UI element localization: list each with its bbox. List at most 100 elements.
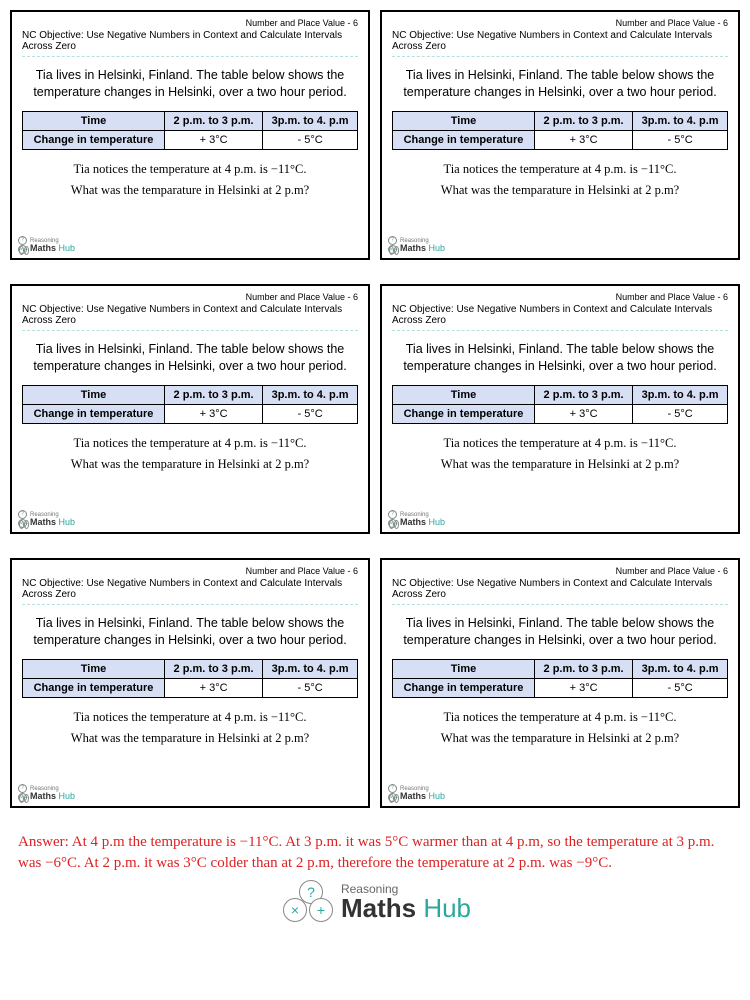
th-time: Time: [23, 385, 165, 404]
cell-change2: - 5°C: [263, 404, 358, 423]
intro-text: Tia lives in Helsinki, Finland. The tabl…: [396, 67, 724, 101]
logo-icon: ? ×+: [18, 510, 27, 528]
temperature-table: Time 2 p.m. to 3 p.m. 3p.m. to 4. p.m Ch…: [22, 659, 358, 698]
card-logo: ? ×+ Reasoning Maths Hub: [18, 784, 75, 802]
th-interval2: 3p.m. to 4. p.m: [263, 385, 358, 404]
worksheet-card: Number and Place Value - 6 NC Objective:…: [380, 558, 740, 808]
logo-text: Reasoning Maths Hub: [341, 883, 471, 922]
row-label: Change in temperature: [23, 404, 165, 423]
cell-change2: - 5°C: [633, 130, 728, 149]
objective-label: NC Objective: Use Negative Numbers in Co…: [392, 30, 728, 52]
logo-icon: ? ×+: [388, 510, 397, 528]
th-interval1: 2 p.m. to 3 p.m.: [164, 659, 262, 678]
topic-label: Number and Place Value - 6: [22, 290, 358, 302]
question-text: What was the temparature in Helsinki at …: [392, 457, 728, 472]
divider: [392, 56, 728, 57]
intro-text: Tia lives in Helsinki, Finland. The tabl…: [396, 341, 724, 375]
temperature-table: Time 2 p.m. to 3 p.m. 3p.m. to 4. p.m Ch…: [392, 111, 728, 150]
temperature-table: Time 2 p.m. to 3 p.m. 3p.m. to 4. p.m Ch…: [22, 111, 358, 150]
temperature-table: Time 2 p.m. to 3 p.m. 3p.m. to 4. p.m Ch…: [22, 385, 358, 424]
th-time: Time: [393, 659, 535, 678]
logo-icon: ? ×+: [388, 236, 397, 254]
logo-icon: ? ×+: [388, 784, 397, 802]
notice-text: Tia notices the temperature at 4 p.m. is…: [22, 436, 358, 451]
notice-text: Tia notices the temperature at 4 p.m. is…: [392, 436, 728, 451]
th-interval1: 2 p.m. to 3 p.m.: [534, 659, 632, 678]
row-label: Change in temperature: [393, 678, 535, 697]
row-label: Change in temperature: [23, 130, 165, 149]
row-label: Change in temperature: [393, 404, 535, 423]
divider: [392, 604, 728, 605]
worksheet-card: Number and Place Value - 6 NC Objective:…: [380, 284, 740, 534]
row-label: Change in temperature: [393, 130, 535, 149]
row-label: Change in temperature: [23, 678, 165, 697]
cell-change2: - 5°C: [263, 678, 358, 697]
question-text: What was the temparature in Helsinki at …: [22, 457, 358, 472]
answer-text: Answer: At 4 p.m the temperature is −11°…: [18, 832, 732, 874]
card-logo: ? ×+ Reasoning Maths Hub: [18, 236, 75, 254]
th-interval2: 3p.m. to 4. p.m: [633, 659, 728, 678]
logo-icon: ? ×+: [18, 236, 27, 254]
topic-label: Number and Place Value - 6: [22, 16, 358, 28]
intro-text: Tia lives in Helsinki, Finland. The tabl…: [26, 615, 354, 649]
cell-change1: + 3°C: [534, 678, 632, 697]
notice-text: Tia notices the temperature at 4 p.m. is…: [392, 710, 728, 725]
footer-logo: ?×+ Reasoning Maths Hub: [10, 880, 740, 924]
card-logo: ? ×+ Reasoning Maths Hub: [388, 510, 445, 528]
th-time: Time: [393, 385, 535, 404]
th-interval1: 2 p.m. to 3 p.m.: [164, 111, 262, 130]
th-interval1: 2 p.m. to 3 p.m.: [164, 385, 262, 404]
cell-change1: + 3°C: [534, 130, 632, 149]
divider: [392, 330, 728, 331]
objective-label: NC Objective: Use Negative Numbers in Co…: [22, 578, 358, 600]
temperature-table: Time 2 p.m. to 3 p.m. 3p.m. to 4. p.m Ch…: [392, 659, 728, 698]
divider: [22, 56, 358, 57]
objective-label: NC Objective: Use Negative Numbers in Co…: [392, 304, 728, 326]
th-interval2: 3p.m. to 4. p.m: [263, 659, 358, 678]
notice-text: Tia notices the temperature at 4 p.m. is…: [22, 710, 358, 725]
th-interval2: 3p.m. to 4. p.m: [633, 385, 728, 404]
cell-change1: + 3°C: [164, 130, 262, 149]
worksheet-card: Number and Place Value - 6 NC Objective:…: [10, 284, 370, 534]
topic-label: Number and Place Value - 6: [22, 564, 358, 576]
th-interval1: 2 p.m. to 3 p.m.: [534, 385, 632, 404]
question-text: What was the temparature in Helsinki at …: [392, 183, 728, 198]
cell-change1: + 3°C: [534, 404, 632, 423]
intro-text: Tia lives in Helsinki, Finland. The tabl…: [26, 67, 354, 101]
notice-text: Tia notices the temperature at 4 p.m. is…: [392, 162, 728, 177]
question-text: What was the temparature in Helsinki at …: [22, 731, 358, 746]
cell-change2: - 5°C: [633, 678, 728, 697]
th-interval1: 2 p.m. to 3 p.m.: [534, 111, 632, 130]
card-logo: ? ×+ Reasoning Maths Hub: [18, 510, 75, 528]
worksheet-card: Number and Place Value - 6 NC Objective:…: [10, 10, 370, 260]
cell-change1: + 3°C: [164, 678, 262, 697]
intro-text: Tia lives in Helsinki, Finland. The tabl…: [396, 615, 724, 649]
divider: [22, 330, 358, 331]
cell-change1: + 3°C: [164, 404, 262, 423]
divider: [22, 604, 358, 605]
worksheet-card: Number and Place Value - 6 NC Objective:…: [380, 10, 740, 260]
logo-icon: ? ×+: [18, 784, 27, 802]
intro-text: Tia lives in Helsinki, Finland. The tabl…: [26, 341, 354, 375]
th-time: Time: [23, 111, 165, 130]
logo-icon: ?×+: [279, 880, 333, 924]
worksheet-card: Number and Place Value - 6 NC Objective:…: [10, 558, 370, 808]
card-row-1: Number and Place Value - 6 NC Objective:…: [10, 10, 740, 260]
objective-label: NC Objective: Use Negative Numbers in Co…: [392, 578, 728, 600]
th-time: Time: [23, 659, 165, 678]
cell-change2: - 5°C: [633, 404, 728, 423]
notice-text: Tia notices the temperature at 4 p.m. is…: [22, 162, 358, 177]
th-interval2: 3p.m. to 4. p.m: [263, 111, 358, 130]
temperature-table: Time 2 p.m. to 3 p.m. 3p.m. to 4. p.m Ch…: [392, 385, 728, 424]
question-text: What was the temparature in Helsinki at …: [22, 183, 358, 198]
topic-label: Number and Place Value - 6: [392, 16, 728, 28]
objective-label: NC Objective: Use Negative Numbers in Co…: [22, 304, 358, 326]
objective-label: NC Objective: Use Negative Numbers in Co…: [22, 30, 358, 52]
card-logo: ? ×+ Reasoning Maths Hub: [388, 784, 445, 802]
card-row-2: Number and Place Value - 6 NC Objective:…: [10, 284, 740, 534]
th-interval2: 3p.m. to 4. p.m: [633, 111, 728, 130]
card-logo: ? ×+ Reasoning Maths Hub: [388, 236, 445, 254]
topic-label: Number and Place Value - 6: [392, 290, 728, 302]
card-row-3: Number and Place Value - 6 NC Objective:…: [10, 558, 740, 808]
cell-change2: - 5°C: [263, 130, 358, 149]
